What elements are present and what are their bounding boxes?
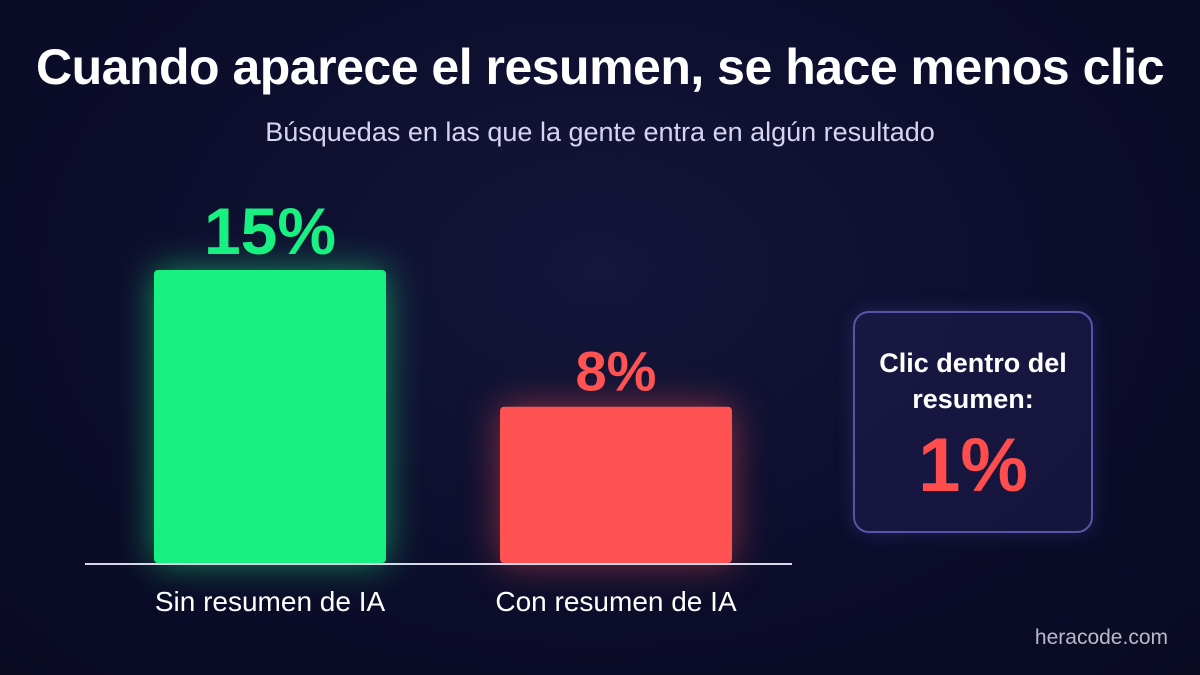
value-label-1: 15% bbox=[204, 194, 336, 268]
category-label-2: Con resumen de IA bbox=[495, 586, 737, 617]
callout-label: Clic dentro del resumen: bbox=[879, 348, 1067, 414]
chart-subtitle: Búsquedas en las que la gente entra en a… bbox=[265, 117, 935, 147]
brand-watermark: heracode.com bbox=[1034, 626, 1168, 649]
callout-value: 1% bbox=[918, 423, 1028, 508]
category-label-1: Sin resumen de IA bbox=[155, 586, 386, 617]
value-label-2: 8% bbox=[576, 340, 657, 403]
chart-title: Cuando aparece el resumen, se hace menos… bbox=[35, 39, 1165, 95]
bar-2 bbox=[500, 406, 732, 563]
bar-1 bbox=[154, 270, 386, 563]
callout-card: Clic dentro del resumen: 1% bbox=[853, 311, 1093, 533]
